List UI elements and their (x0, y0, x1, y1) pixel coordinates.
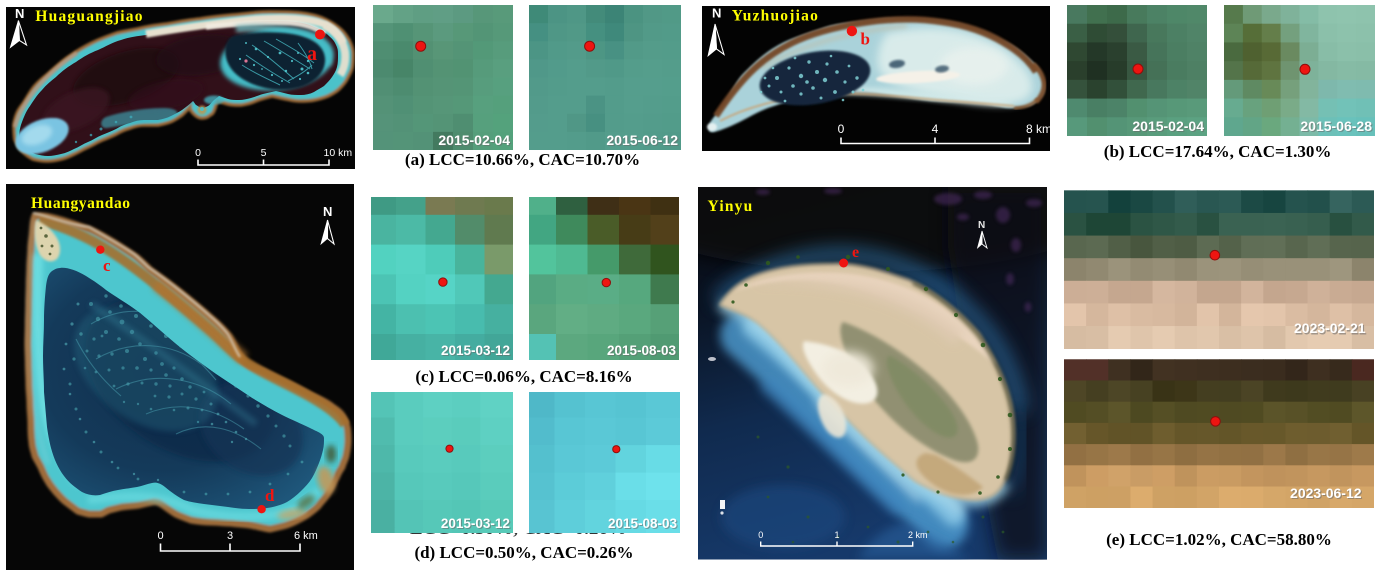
svg-text:Yinyu: Yinyu (708, 198, 754, 215)
svg-text:2 km: 2 km (908, 530, 928, 540)
svg-text:6 km: 6 km (294, 530, 318, 542)
svg-text:2015-02-04: 2015-02-04 (1132, 118, 1204, 134)
svg-text:10 km: 10 km (324, 147, 353, 159)
svg-text:2015-08-03: 2015-08-03 (609, 517, 679, 532)
svg-text:b: b (861, 30, 870, 49)
svg-text:2015-03-12: 2015-03-12 (441, 515, 510, 530)
svg-text:2015-03-12: 2015-03-12 (441, 343, 510, 358)
svg-text:0: 0 (838, 122, 845, 136)
svg-text:2023-06-12: 2023-06-12 (1291, 486, 1363, 502)
svg-text:8 km: 8 km (1026, 122, 1050, 136)
svg-text:1: 1 (834, 530, 839, 540)
svg-text:c: c (103, 256, 111, 275)
svg-text:Yuzhuojiao: Yuzhuojiao (732, 7, 819, 24)
svg-text:2015-08-03: 2015-08-03 (607, 343, 677, 358)
svg-text:2015-03-12: 2015-03-12 (442, 344, 511, 359)
svg-text:d: d (265, 486, 275, 505)
svg-text:2015-02-04: 2015-02-04 (440, 133, 512, 149)
svg-text:2015-08-03: 2015-08-03 (608, 344, 678, 359)
svg-text:2015-06-12: 2015-06-12 (608, 133, 680, 149)
svg-text:2015-06-28: 2015-06-28 (1300, 118, 1372, 134)
svg-text:2015-06-12: 2015-06-12 (606, 132, 678, 148)
svg-text:2015-03-12: 2015-03-12 (442, 517, 511, 532)
svg-text:2015-02-04: 2015-02-04 (438, 132, 510, 148)
svg-text:0: 0 (758, 530, 763, 540)
svg-text:N: N (323, 204, 332, 219)
svg-text:3: 3 (227, 530, 233, 542)
svg-text:4: 4 (932, 122, 939, 136)
svg-text:2015-02-04: 2015-02-04 (1134, 119, 1206, 135)
svg-text:2015-08-03: 2015-08-03 (608, 515, 678, 530)
svg-text:N: N (15, 7, 24, 21)
svg-text:0: 0 (195, 147, 201, 159)
svg-text:2023-02-21: 2023-02-21 (1295, 321, 1367, 337)
svg-text:N: N (978, 220, 985, 231)
svg-text:0: 0 (157, 530, 163, 542)
svg-text:2015-06-28: 2015-06-28 (1302, 119, 1374, 135)
svg-text:2023-06-12: 2023-06-12 (1290, 485, 1362, 501)
svg-text:5: 5 (261, 147, 267, 159)
svg-text:e: e (852, 244, 859, 261)
svg-text:N: N (712, 6, 721, 21)
svg-text:2023-02-21: 2023-02-21 (1294, 320, 1366, 336)
svg-text:Huaguangjiao: Huaguangjiao (35, 8, 143, 25)
svg-text:Huangyandao: Huangyandao (31, 195, 131, 212)
svg-text:a: a (307, 43, 317, 65)
